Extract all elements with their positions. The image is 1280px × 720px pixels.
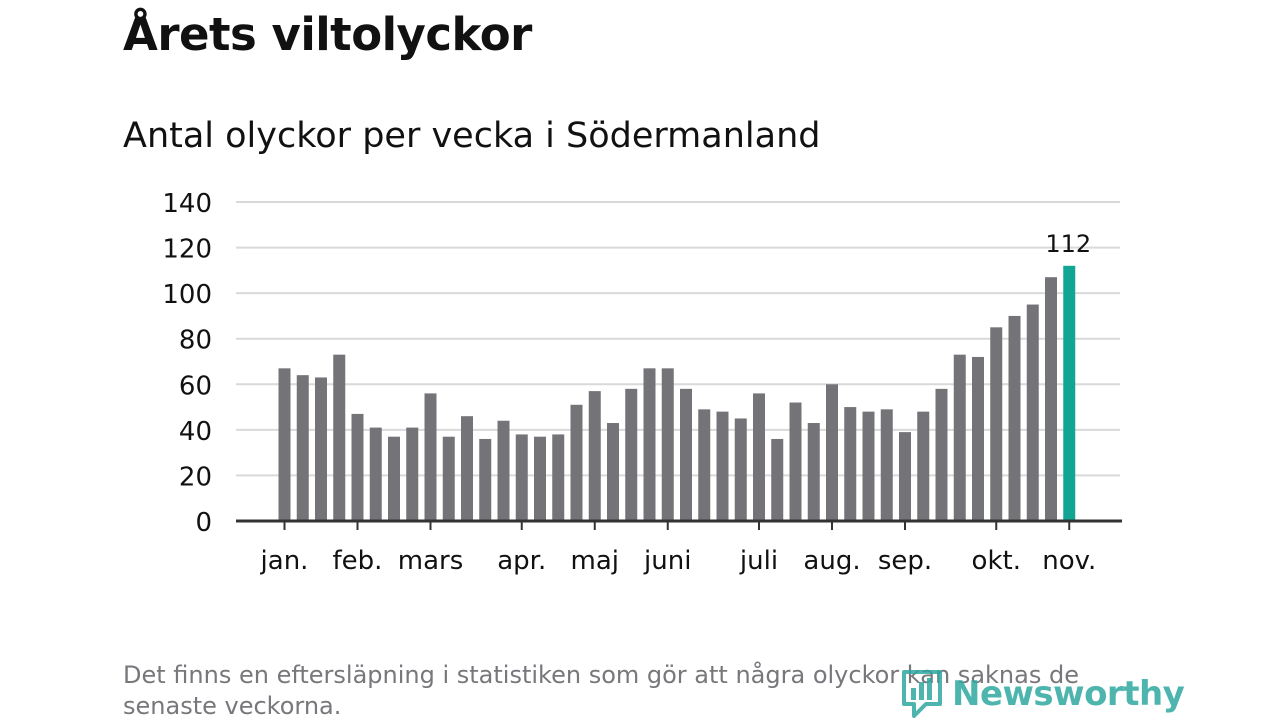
bar-highlight — [1063, 265, 1076, 521]
x-tick-label: mars — [398, 546, 464, 576]
bar — [607, 423, 619, 521]
x-axis-ticks: jan. feb. mars apr. maj juni juli aug. sep. okt. n… — [260, 521, 1096, 576]
x-tick-label: aug. — [803, 546, 860, 576]
bar — [716, 411, 729, 521]
bars — [278, 265, 1076, 521]
y-tick-label: 80 — [179, 326, 212, 356]
bar — [753, 393, 765, 521]
bar — [625, 388, 638, 521]
bar — [388, 436, 400, 521]
x-tick-label: feb. — [333, 546, 383, 576]
bar — [1045, 277, 1057, 521]
bar — [661, 368, 674, 521]
bar — [643, 368, 656, 521]
bar — [534, 436, 546, 521]
bar — [278, 368, 291, 521]
x-tick-label: juli — [739, 546, 778, 576]
bar — [680, 388, 692, 521]
bar — [442, 436, 455, 521]
x-tick-label: apr. — [497, 546, 546, 576]
logo-text: Newsworthy — [952, 674, 1185, 714]
bar — [862, 411, 875, 521]
chart-subtitle: Antal olyckor per vecka i Södermanland — [123, 116, 821, 156]
bar — [588, 391, 601, 521]
bar — [497, 420, 510, 521]
bar — [570, 404, 583, 521]
bar — [917, 411, 930, 521]
newsworthy-logo: Newsworthy — [900, 666, 1185, 720]
y-tick-label: 120 — [162, 235, 212, 265]
y-tick-label: 140 — [162, 189, 212, 219]
y-tick-label: 60 — [179, 371, 212, 401]
bar — [899, 432, 911, 521]
bar — [880, 409, 893, 521]
bar — [972, 356, 984, 521]
x-tick-label: nov. — [1042, 546, 1096, 576]
grid-lines — [236, 201, 1120, 477]
x-tick-label: sep. — [878, 546, 932, 576]
bar — [479, 438, 492, 521]
bar — [315, 377, 327, 521]
footnote: Det finns en eftersläpning i statistiken… — [123, 661, 1079, 720]
bar — [552, 434, 565, 521]
bar — [369, 427, 382, 521]
x-tick-label: okt. — [972, 546, 1021, 576]
bar — [953, 354, 966, 521]
bar — [789, 402, 802, 521]
bar — [698, 409, 711, 521]
bar — [990, 327, 1003, 521]
bar — [1008, 315, 1021, 521]
y-tick-label: 100 — [162, 280, 212, 310]
bar — [351, 413, 364, 521]
bar — [826, 384, 838, 521]
data-labels: 112 — [1045, 230, 1091, 258]
y-tick-label: 0 — [195, 508, 212, 538]
bar — [771, 438, 784, 521]
newsworthy-logo-icon — [902, 670, 942, 718]
bar — [424, 393, 437, 521]
x-tick-label: maj — [571, 546, 619, 576]
bar — [515, 434, 528, 521]
bar — [935, 388, 948, 521]
x-tick-label: jan. — [260, 546, 309, 576]
bar — [734, 418, 747, 521]
bar — [406, 427, 419, 521]
y-axis-ticks: 0 20 40 60 80 100 120 140 — [162, 189, 212, 538]
bar — [461, 416, 473, 521]
bar — [296, 375, 309, 521]
bar — [807, 423, 820, 521]
data-label-highlight: 112 — [1045, 230, 1091, 258]
y-tick-label: 40 — [179, 417, 212, 447]
bar — [1026, 304, 1039, 521]
bar — [333, 354, 346, 521]
x-tick-label: juni — [643, 546, 691, 576]
bar — [844, 407, 857, 521]
y-tick-label: 20 — [179, 462, 212, 492]
chart-title: Årets viltolyckor — [123, 8, 532, 61]
